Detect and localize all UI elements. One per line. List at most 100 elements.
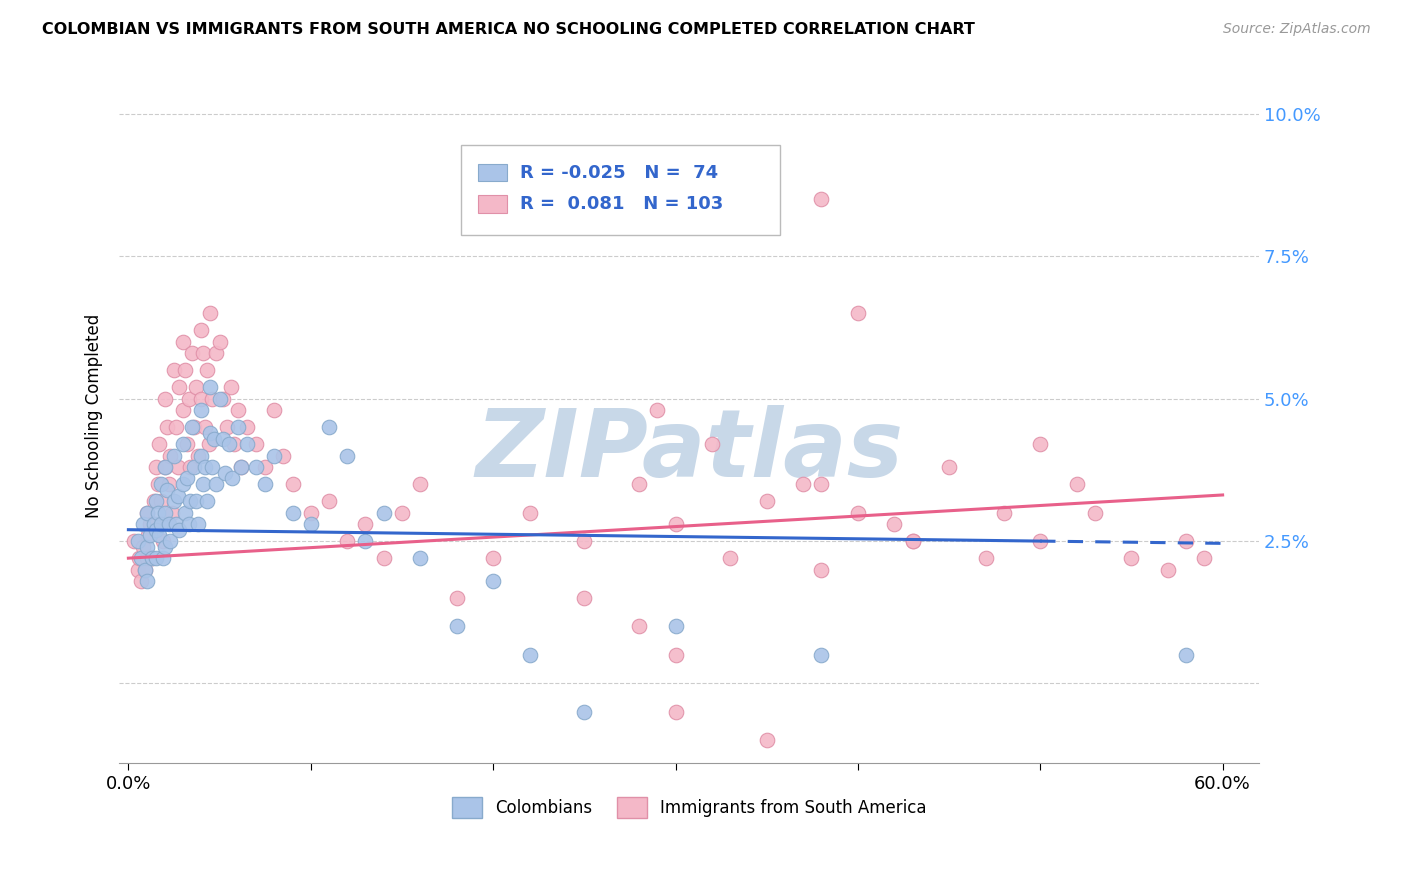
- FancyBboxPatch shape: [478, 195, 506, 212]
- Point: [202, 432, 225, 446]
- Point: [1175, 648, 1198, 662]
- Point: [718, 551, 741, 566]
- Point: [664, 648, 686, 662]
- Point: [174, 363, 197, 377]
- Point: [160, 506, 183, 520]
- Point: [1157, 563, 1180, 577]
- Text: R = -0.025   N =  74: R = -0.025 N = 74: [520, 164, 718, 182]
- Point: [156, 483, 179, 497]
- Point: [195, 363, 218, 377]
- Point: [215, 420, 238, 434]
- Point: [519, 648, 541, 662]
- Point: [993, 506, 1015, 520]
- Point: [226, 403, 249, 417]
- Point: [166, 460, 188, 475]
- Point: [224, 437, 246, 451]
- Point: [169, 523, 191, 537]
- Point: [446, 591, 468, 605]
- Point: [245, 437, 267, 451]
- Point: [127, 534, 149, 549]
- FancyBboxPatch shape: [461, 145, 780, 235]
- Point: [153, 460, 176, 475]
- Point: [129, 574, 152, 588]
- Point: [191, 346, 214, 360]
- Point: [391, 506, 413, 520]
- Y-axis label: No Schooling Completed: No Schooling Completed: [86, 314, 103, 518]
- Point: [883, 516, 905, 531]
- Point: [212, 432, 235, 446]
- Point: [176, 437, 198, 451]
- Point: [519, 506, 541, 520]
- Point: [354, 534, 377, 549]
- Point: [1121, 551, 1143, 566]
- Legend: Colombians, Immigrants from South America: Colombians, Immigrants from South Americ…: [444, 790, 934, 824]
- Point: [446, 619, 468, 633]
- Point: [156, 420, 179, 434]
- Point: [901, 534, 924, 549]
- Point: [236, 437, 259, 451]
- Point: [1066, 477, 1088, 491]
- Point: [135, 540, 157, 554]
- Point: [336, 534, 359, 549]
- Point: [755, 164, 778, 178]
- Point: [810, 193, 832, 207]
- Point: [755, 733, 778, 747]
- Point: [122, 534, 145, 549]
- Point: [163, 363, 186, 377]
- Point: [1029, 437, 1052, 451]
- Point: [201, 392, 224, 406]
- Point: [190, 323, 212, 337]
- Text: COLOMBIAN VS IMMIGRANTS FROM SOUTH AMERICA NO SCHOOLING COMPLETED CORRELATION CH: COLOMBIAN VS IMMIGRANTS FROM SOUTH AMERI…: [42, 22, 974, 37]
- Point: [299, 506, 322, 520]
- Point: [263, 403, 285, 417]
- Point: [132, 516, 155, 531]
- Point: [153, 460, 176, 475]
- Point: [281, 477, 304, 491]
- Point: [134, 563, 156, 577]
- Point: [179, 460, 201, 475]
- Point: [201, 460, 224, 475]
- Point: [187, 449, 209, 463]
- Point: [628, 477, 651, 491]
- Point: [145, 523, 167, 537]
- Text: R =  0.081   N = 103: R = 0.081 N = 103: [520, 195, 724, 213]
- Point: [153, 392, 176, 406]
- Point: [628, 619, 651, 633]
- Point: [1029, 534, 1052, 549]
- Point: [135, 506, 157, 520]
- Point: [200, 380, 222, 394]
- Point: [263, 449, 285, 463]
- Point: [214, 466, 236, 480]
- Point: [159, 534, 181, 549]
- Point: [150, 516, 173, 531]
- Point: [172, 403, 194, 417]
- Point: [127, 563, 149, 577]
- Point: [165, 516, 187, 531]
- Point: [174, 506, 197, 520]
- Point: [200, 425, 222, 440]
- Point: [177, 516, 200, 531]
- Point: [159, 449, 181, 463]
- Point: [205, 346, 228, 360]
- Point: [152, 551, 174, 566]
- Point: [148, 437, 170, 451]
- Point: [482, 551, 505, 566]
- Point: [938, 460, 960, 475]
- Point: [1084, 506, 1107, 520]
- Point: [254, 460, 277, 475]
- Point: [810, 477, 832, 491]
- Point: [139, 528, 162, 542]
- Point: [664, 705, 686, 719]
- Point: [195, 494, 218, 508]
- Text: ZIPatlas: ZIPatlas: [475, 405, 903, 497]
- Point: [574, 705, 596, 719]
- Point: [846, 306, 869, 320]
- Point: [150, 494, 173, 508]
- Point: [664, 619, 686, 633]
- Point: [142, 516, 165, 531]
- Point: [172, 334, 194, 349]
- Point: [221, 471, 243, 485]
- Point: [183, 460, 205, 475]
- Point: [177, 392, 200, 406]
- Point: [236, 420, 259, 434]
